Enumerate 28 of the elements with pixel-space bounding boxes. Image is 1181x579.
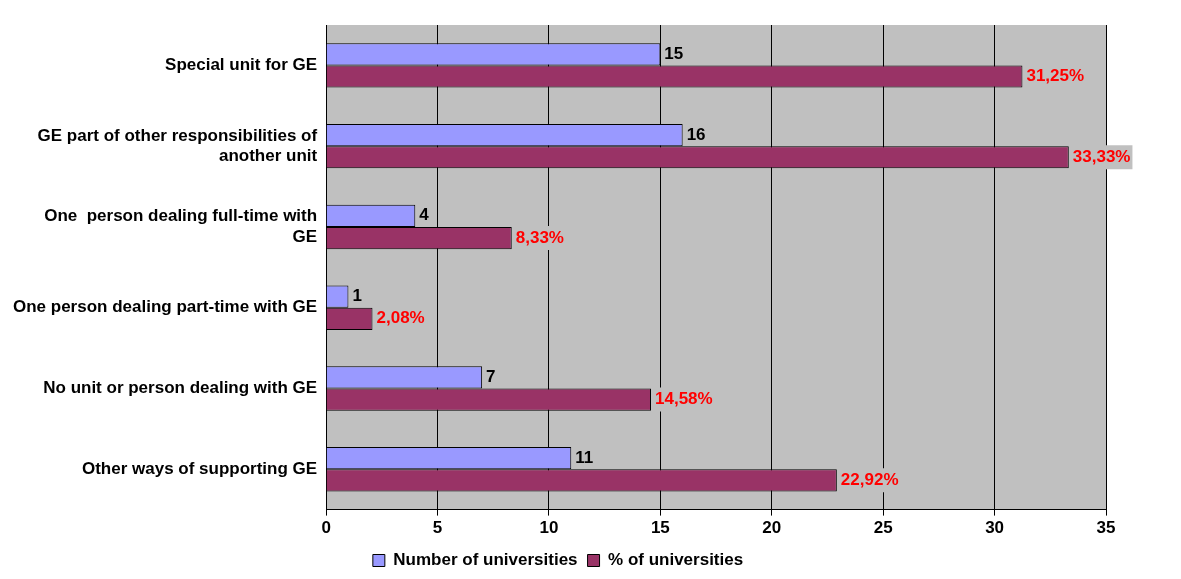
x-tick-label: 0 xyxy=(321,518,331,538)
y-tick-label: One person dealing full-time with GE xyxy=(44,206,318,246)
data-label: 31,25% xyxy=(1026,66,1085,86)
legend-label: % of universities xyxy=(608,550,744,570)
data-label: 11 xyxy=(575,447,594,467)
y-tick-label: No unit or person dealing with GE xyxy=(43,378,318,398)
x-tick-label: 25 xyxy=(873,518,893,538)
data-label: 16 xyxy=(686,124,706,144)
data-label: 33,33% xyxy=(1072,146,1131,166)
data-label: 8,33% xyxy=(515,227,564,247)
data-label: 15 xyxy=(664,43,684,63)
y-tick-label: Special unit for GE xyxy=(165,55,318,75)
data-label: 1 xyxy=(352,286,362,306)
x-tick-label: 10 xyxy=(539,518,559,538)
y-tick-label: GE part of other responsibilities of another unit xyxy=(37,125,318,166)
data-label: 4 xyxy=(419,205,430,225)
y-tick-label: One person dealing part-time with GE xyxy=(12,297,318,317)
x-tick-label: 15 xyxy=(650,518,670,538)
data-label: 22,92% xyxy=(840,470,899,490)
x-tick-label: 20 xyxy=(762,518,782,538)
data-label: 7 xyxy=(486,367,496,387)
y-tick-label: Other ways of supporting GE xyxy=(81,458,318,478)
legend-label: Number of universities xyxy=(393,550,578,570)
data-label: 14,58% xyxy=(655,389,713,409)
data-label: 2,08% xyxy=(376,308,425,328)
x-tick-label: 30 xyxy=(985,518,1005,538)
x-tick-label: 35 xyxy=(1096,518,1116,538)
x-tick-label: 5 xyxy=(432,518,443,538)
